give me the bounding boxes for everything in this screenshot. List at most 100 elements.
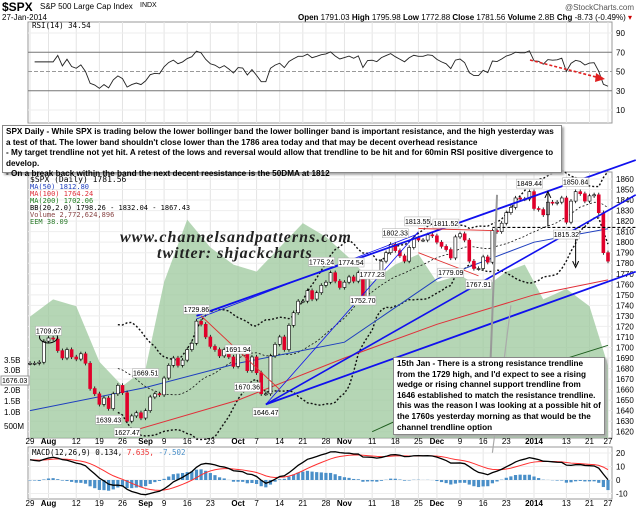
price-tick-label: 1670 <box>616 375 634 384</box>
candle <box>74 356 79 360</box>
macd-histogram-bar <box>162 478 166 480</box>
macd-histogram-bar <box>578 480 582 481</box>
candle <box>485 256 490 263</box>
macd-histogram-bar <box>523 474 527 480</box>
candle <box>254 356 259 374</box>
price-label-box <box>562 177 589 187</box>
candle <box>139 412 143 419</box>
macd-histogram-bar <box>125 480 129 489</box>
macd-histogram-bar <box>393 478 397 480</box>
macd-histogram-bar <box>365 480 370 482</box>
legend-eem: EEM 38.09 <box>30 218 68 227</box>
volume-tick-label: 2.0B <box>4 386 20 395</box>
macd-histogram-bar <box>574 480 578 482</box>
macd-histogram-bar <box>389 478 393 480</box>
macd-histogram-bar <box>444 480 448 484</box>
candle <box>319 285 324 294</box>
macd-histogram-bar <box>259 480 263 487</box>
price-tick-label: 1660 <box>616 386 634 395</box>
x-tick-label: 9 <box>458 499 463 508</box>
macd-histogram-bar <box>504 477 508 480</box>
rsi-tick-label: 10 <box>616 106 625 115</box>
macd-histogram-bar <box>190 471 194 480</box>
candle <box>277 336 282 345</box>
x-tick-label: 27 <box>604 437 613 446</box>
price-label: 1709.67 <box>36 328 61 335</box>
candle <box>328 272 333 283</box>
macd-histogram-bar <box>453 480 458 484</box>
watermark-twitter: twitter: shjackcharts <box>157 245 313 262</box>
stockcharts-logo[interactable]: @StockCharts.com <box>564 3 634 12</box>
candle <box>55 338 60 351</box>
macd-histogram-bar <box>342 477 347 480</box>
price-label-box <box>132 368 159 378</box>
x-tick-label: 2014 <box>525 499 543 508</box>
macd-histogram-bar <box>213 475 217 480</box>
ma50-line <box>29 228 609 412</box>
candle <box>458 233 462 238</box>
price-label-box <box>308 257 335 267</box>
macd-histogram-bar <box>88 480 92 487</box>
candle <box>472 260 476 269</box>
macd-histogram-bar <box>139 480 143 488</box>
support-trendline-thin <box>265 231 419 405</box>
candle <box>587 195 592 202</box>
candle <box>559 197 564 203</box>
price-label: 1850.84 <box>563 180 588 187</box>
candle <box>596 194 601 213</box>
candle <box>569 200 573 223</box>
candle <box>120 385 125 394</box>
candle <box>106 397 111 409</box>
x-tick-label: 29 <box>26 437 35 446</box>
macd-histogram-bar <box>495 480 499 482</box>
macd-histogram-bar <box>56 479 60 480</box>
x-tick-label: 21 <box>298 437 307 446</box>
candle <box>153 393 157 398</box>
candle <box>273 344 277 357</box>
macd-histogram-bar <box>222 478 226 480</box>
chart-date: 27-Jan-2014 <box>2 13 47 22</box>
candle <box>231 356 236 367</box>
volume-tick-label: 1.5B <box>4 397 20 406</box>
candle <box>351 276 356 282</box>
x-tick-label: 9 <box>162 499 167 508</box>
macd-histogram-bar <box>46 478 51 480</box>
x-tick-label: 26 <box>118 499 127 508</box>
candle <box>301 300 305 303</box>
x-tick-label: Dec <box>430 437 445 446</box>
macd-histogram-bar <box>324 472 328 480</box>
price-label-box <box>516 178 543 189</box>
macd-histogram-bar <box>33 480 37 481</box>
price-label-box <box>465 279 492 290</box>
price-label: 1813.55 <box>405 219 430 226</box>
price-label: 1775.24 <box>309 259 334 266</box>
candle <box>129 415 134 422</box>
price-label: 1752.70 <box>350 298 375 305</box>
macd-histogram-bar <box>70 480 74 482</box>
x-tick-label: 23 <box>206 437 215 446</box>
candle <box>425 234 430 241</box>
macd-histogram-bar <box>93 480 97 489</box>
candle <box>134 412 139 417</box>
legend-volume: Volume 2,772,624,896 <box>30 211 115 220</box>
candle <box>148 396 153 411</box>
chg-label: Chg <box>556 13 573 22</box>
high-label: High <box>351 13 370 22</box>
candle <box>296 300 300 314</box>
x-tick-label: 19 <box>95 437 104 446</box>
price-label: 1767.91 <box>466 282 491 289</box>
macd-histogram-bar <box>338 476 342 480</box>
macd-histogram-bar <box>481 480 485 487</box>
macd-histogram-bar <box>555 480 559 481</box>
macd-histogram-bar <box>97 480 101 490</box>
note-bottom-line: this was the reason I was looking at a p… <box>397 401 601 432</box>
x-tick-label: 12 <box>72 499 81 508</box>
candle <box>448 249 453 259</box>
rsi-legend: RSI(14) 34.54 <box>32 21 91 30</box>
down-arrow-icon <box>572 260 580 269</box>
note-top-line: - On a break back within the band the ne… <box>6 169 330 179</box>
x-tick-label: 14 <box>275 437 284 446</box>
candle <box>88 362 92 389</box>
macd-histogram-bar <box>153 480 157 483</box>
price-tick-label: 1650 <box>616 396 634 405</box>
